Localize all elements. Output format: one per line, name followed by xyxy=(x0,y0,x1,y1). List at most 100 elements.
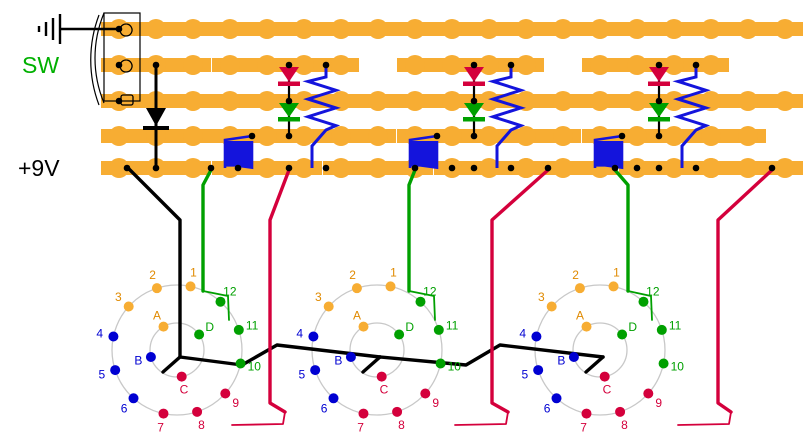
dial-pin-7[interactable] xyxy=(358,408,369,419)
breadboard-hole[interactable] xyxy=(775,91,795,111)
breadboard-hole[interactable] xyxy=(627,55,647,75)
breadboard-hole[interactable] xyxy=(183,158,203,178)
dial-pin-1[interactable] xyxy=(185,281,196,292)
dial-pin-2[interactable] xyxy=(351,283,362,294)
dial-pin-8[interactable] xyxy=(192,406,203,417)
breadboard-hole[interactable] xyxy=(220,19,240,39)
breadboard-hole[interactable] xyxy=(405,91,425,111)
dial-pin-11[interactable] xyxy=(433,324,444,335)
dial-pin-B[interactable] xyxy=(345,351,356,362)
breadboard-hole[interactable] xyxy=(405,55,425,75)
breadboard-hole[interactable] xyxy=(701,126,721,146)
breadboard-hole[interactable] xyxy=(664,19,684,39)
dial-pin-A[interactable] xyxy=(158,321,169,332)
breadboard-hole[interactable] xyxy=(368,19,388,39)
breadboard-hole[interactable] xyxy=(294,55,314,75)
dial-pin-9[interactable] xyxy=(643,388,654,399)
breadboard-hole[interactable] xyxy=(701,91,721,111)
breadboard-hole[interactable] xyxy=(146,19,166,39)
breadboard-hole[interactable] xyxy=(183,126,203,146)
dial-pin-9[interactable] xyxy=(220,388,231,399)
breadboard-hole[interactable] xyxy=(553,91,573,111)
dial-pin-4[interactable] xyxy=(308,331,319,342)
breadboard-hole[interactable] xyxy=(109,126,129,146)
breadboard-hole[interactable] xyxy=(738,91,758,111)
dial-pin-B[interactable] xyxy=(145,351,156,362)
breadboard-hole[interactable] xyxy=(701,19,721,39)
breadboard-hole[interactable] xyxy=(294,19,314,39)
dial-pin-3[interactable] xyxy=(546,301,557,312)
dial-pin-B[interactable] xyxy=(568,351,579,362)
dial-pin-3[interactable] xyxy=(323,301,334,312)
breadboard-hole[interactable] xyxy=(442,91,462,111)
dial-pin-12[interactable] xyxy=(415,296,426,307)
breadboard-hole[interactable] xyxy=(664,55,684,75)
dial-pin-11[interactable] xyxy=(656,324,667,335)
dial-pin-C[interactable] xyxy=(176,371,187,382)
breadboard-hole[interactable] xyxy=(479,19,499,39)
breadboard-hole[interactable] xyxy=(775,158,795,178)
breadboard-hole[interactable] xyxy=(516,126,536,146)
dial-pin-C[interactable] xyxy=(599,371,610,382)
breadboard-hole[interactable] xyxy=(442,55,462,75)
breadboard-hole[interactable] xyxy=(479,91,499,111)
breadboard-hole[interactable] xyxy=(664,158,684,178)
breadboard-hole[interactable] xyxy=(553,126,573,146)
breadboard-hole[interactable] xyxy=(294,91,314,111)
breadboard-hole[interactable] xyxy=(368,158,388,178)
dial-pin-2[interactable] xyxy=(574,283,585,294)
breadboard-hole[interactable] xyxy=(738,158,758,178)
dial-pin-D[interactable] xyxy=(617,329,628,340)
breadboard-hole[interactable] xyxy=(553,19,573,39)
breadboard-hole[interactable] xyxy=(664,126,684,146)
breadboard-hole[interactable] xyxy=(627,126,647,146)
breadboard-hole[interactable] xyxy=(368,126,388,146)
breadboard-hole[interactable] xyxy=(701,158,721,178)
breadboard-hole[interactable] xyxy=(183,55,203,75)
breadboard-hole[interactable] xyxy=(738,19,758,39)
breadboard-hole[interactable] xyxy=(405,19,425,39)
breadboard-hole[interactable] xyxy=(516,91,536,111)
dial-pin-4[interactable] xyxy=(531,331,542,342)
breadboard-hole[interactable] xyxy=(220,91,240,111)
dial-pin-12[interactable] xyxy=(215,296,226,307)
dial-pin-D[interactable] xyxy=(394,329,405,340)
breadboard-hole[interactable] xyxy=(627,19,647,39)
breadboard-hole[interactable] xyxy=(516,158,536,178)
dial-pin-7[interactable] xyxy=(158,408,169,419)
breadboard-hole[interactable] xyxy=(220,55,240,75)
dial-pin-1[interactable] xyxy=(385,281,396,292)
dial-pin-1[interactable] xyxy=(608,281,619,292)
dial-pin-6[interactable] xyxy=(128,393,139,404)
dial-pin-4[interactable] xyxy=(108,331,119,342)
dial-pin-3[interactable] xyxy=(123,301,134,312)
breadboard-hole[interactable] xyxy=(516,55,536,75)
breadboard-hole[interactable] xyxy=(479,55,499,75)
breadboard-hole[interactable] xyxy=(738,126,758,146)
dial-pin-8[interactable] xyxy=(392,406,403,417)
breadboard-hole[interactable] xyxy=(590,55,610,75)
breadboard-hole[interactable] xyxy=(479,126,499,146)
dial-pin-12[interactable] xyxy=(638,296,649,307)
breadboard-hole[interactable] xyxy=(701,55,721,75)
dial-pin-2[interactable] xyxy=(151,283,162,294)
breadboard-hole[interactable] xyxy=(331,158,351,178)
breadboard-hole[interactable] xyxy=(590,19,610,39)
breadboard-hole[interactable] xyxy=(183,91,203,111)
dial-pin-11[interactable] xyxy=(233,324,244,335)
breadboard-hole[interactable] xyxy=(442,126,462,146)
breadboard-hole[interactable] xyxy=(553,158,573,178)
dial-pin-D[interactable] xyxy=(194,329,205,340)
breadboard-hole[interactable] xyxy=(257,19,277,39)
breadboard-hole[interactable] xyxy=(368,91,388,111)
breadboard-hole[interactable] xyxy=(442,19,462,39)
dial-pin-7[interactable] xyxy=(581,408,592,419)
breadboard-hole[interactable] xyxy=(294,158,314,178)
breadboard-hole[interactable] xyxy=(294,126,314,146)
dial-pin-6[interactable] xyxy=(551,393,562,404)
breadboard-hole[interactable] xyxy=(331,91,351,111)
dial-pin-8[interactable] xyxy=(615,406,626,417)
breadboard-hole[interactable] xyxy=(516,19,536,39)
dial-pin-10[interactable] xyxy=(235,358,246,369)
breadboard-hole[interactable] xyxy=(627,91,647,111)
